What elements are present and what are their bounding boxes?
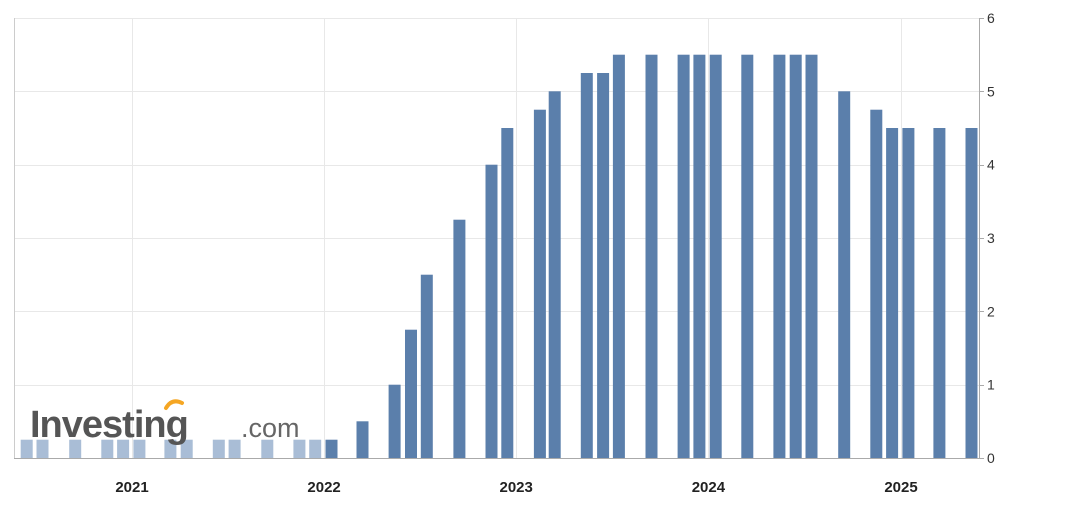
bar-2024-01 <box>709 54 722 458</box>
y-tick-label-6: 6 <box>987 10 995 26</box>
bar-2024-05 <box>773 54 786 458</box>
bar-2022-09 <box>453 219 466 458</box>
y-tick-label-1: 1 <box>987 377 995 393</box>
bar-2024-03 <box>741 54 754 458</box>
bar-2020-06 <box>20 439 33 458</box>
bar-2020-12 <box>117 439 130 458</box>
bar-2021-03 <box>164 439 177 458</box>
y-tick-label-0: 0 <box>987 450 995 466</box>
bar-2022-07 <box>420 274 433 458</box>
watermark-brand: Investing <box>30 404 188 446</box>
x-tick-label-0: 2021 <box>115 479 148 496</box>
bar-2022-11 <box>485 164 498 458</box>
bar-2024-11 <box>870 109 883 458</box>
bar-2022-01 <box>325 439 338 458</box>
bar-2025-03 <box>933 128 946 458</box>
bar-2023-12 <box>693 54 706 458</box>
investing-watermark: Investing .com <box>30 399 300 446</box>
bar-2025-01 <box>902 128 915 458</box>
bar-2021-04 <box>180 439 193 458</box>
bar-2020-11 <box>101 439 114 458</box>
y-tick-label-5: 5 <box>987 83 995 99</box>
x-tick-label-2: 2023 <box>500 479 533 496</box>
y-tick-label-3: 3 <box>987 230 995 246</box>
y-tick-label-4: 4 <box>987 157 995 173</box>
x-tick-label-1: 2022 <box>307 479 340 496</box>
x-tick-label-3: 2024 <box>692 479 726 496</box>
bar-2024-09 <box>838 91 851 459</box>
bar-2024-06 <box>789 54 802 458</box>
axes: 0 1 2 3 4 5 6 2021 2022 2023 2024 2025 <box>14 10 995 496</box>
bar-2022-03 <box>356 421 369 458</box>
bar-2022-05 <box>388 384 401 458</box>
bar-2023-03 <box>548 91 561 459</box>
x-tick-label-4: 2025 <box>884 479 917 496</box>
bar-2024-12 <box>886 128 899 458</box>
bar-2022-06 <box>405 329 417 458</box>
y-tick-label-2: 2 <box>987 303 995 319</box>
bar-2020-07 <box>36 439 49 458</box>
watermark-accent-mark <box>164 399 184 410</box>
watermark-suffix: .com <box>241 413 300 443</box>
bar-2020-09 <box>69 439 82 458</box>
bars <box>20 54 978 459</box>
bar-2021-12 <box>309 439 322 458</box>
bar-2021-06 <box>212 439 225 458</box>
bar-2025-05 <box>965 128 978 458</box>
bar-2021-07 <box>228 439 241 458</box>
bar-2021-01 <box>133 439 146 458</box>
bar-2023-07 <box>612 54 625 458</box>
bar-2021-11 <box>293 439 306 458</box>
bar-2023-06 <box>597 73 610 458</box>
bar-2023-11 <box>677 54 690 458</box>
bar-2023-09 <box>645 54 658 458</box>
bar-2022-12 <box>501 128 514 458</box>
bar-2023-05 <box>580 73 593 458</box>
bar-2024-07 <box>805 54 818 458</box>
bar-2021-09 <box>261 439 274 458</box>
bar-2023-02 <box>533 109 546 458</box>
